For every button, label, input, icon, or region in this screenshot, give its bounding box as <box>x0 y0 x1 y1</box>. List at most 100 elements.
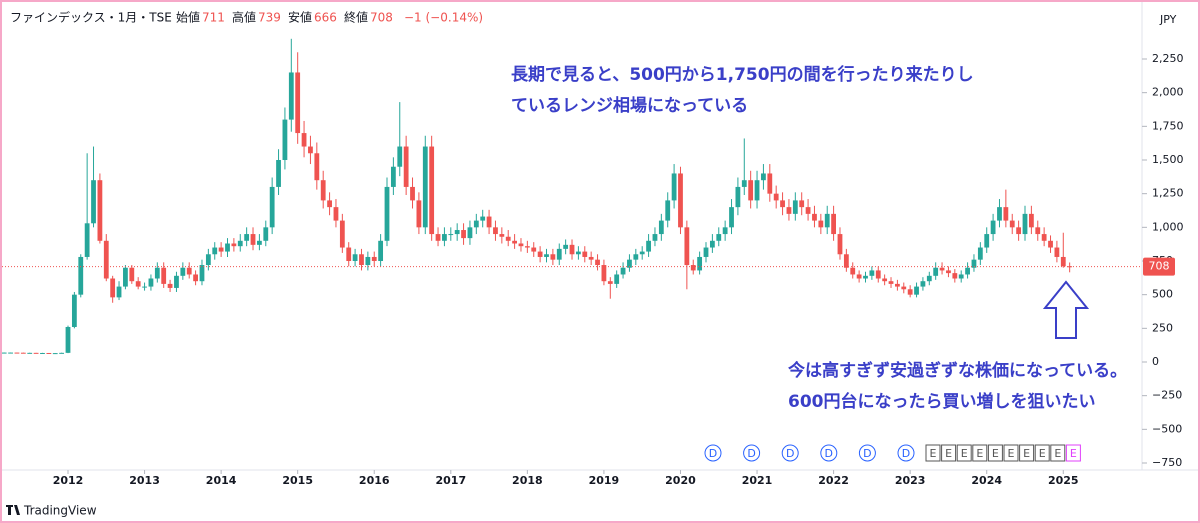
candle-body <box>161 267 167 284</box>
candle-body <box>59 352 65 354</box>
candle-body <box>761 173 766 181</box>
x-tick-label: 2014 <box>206 474 237 487</box>
candle-body <box>288 72 294 120</box>
candle-body <box>831 213 836 235</box>
y-tick-label: 2,000 <box>1152 86 1184 99</box>
candle-body <box>205 254 211 266</box>
candle-body <box>486 216 492 228</box>
candle-body <box>1003 207 1009 221</box>
y-tick-label: 1,250 <box>1152 187 1184 200</box>
candle-body <box>339 220 345 248</box>
candle-body <box>729 207 734 228</box>
candle-body <box>939 267 945 271</box>
earnings-marker <box>925 444 941 462</box>
candle-body <box>703 247 709 257</box>
earnings-marker <box>956 444 972 462</box>
x-tick-label: 2022 <box>818 474 849 487</box>
candle-body <box>818 220 824 228</box>
legend-value: 739 <box>258 11 281 25</box>
candle-body <box>320 180 326 201</box>
candle-body <box>799 200 805 208</box>
candle-body <box>537 251 543 257</box>
candle-body <box>103 240 109 279</box>
candle-body <box>984 234 990 248</box>
candle-body <box>135 281 141 287</box>
candle-body <box>518 243 524 247</box>
earnings-marker <box>987 444 1003 462</box>
candle-body <box>467 227 473 239</box>
candle-body <box>352 254 358 261</box>
candle-body <box>863 275 868 279</box>
candle-body <box>84 223 90 257</box>
candle-body <box>276 160 281 187</box>
candle-body <box>257 240 262 245</box>
candle-body <box>544 254 549 257</box>
candle-body <box>314 153 320 181</box>
candle-body <box>582 251 588 257</box>
candle-body <box>601 265 607 282</box>
candle-body <box>767 173 773 194</box>
event-label: D <box>863 447 871 460</box>
candle-body <box>346 247 352 261</box>
event-label: E <box>1054 447 1061 460</box>
event-label: E <box>1023 447 1030 460</box>
candle-body <box>116 286 122 298</box>
candle-body <box>46 352 52 354</box>
candle-body <box>812 213 817 221</box>
legend-change: −1 (−0.14%) <box>404 11 483 25</box>
candle-body <box>78 256 84 295</box>
candle-body <box>429 146 435 235</box>
event-label: D <box>747 447 755 460</box>
candle-body <box>709 240 715 248</box>
candle-body <box>926 275 932 282</box>
arrow <box>1042 280 1090 339</box>
currency: JPY <box>1159 13 1177 26</box>
dividend-marker <box>704 444 722 462</box>
event-label: E <box>961 447 968 460</box>
candle-body <box>1048 240 1053 248</box>
candle-body <box>837 234 843 255</box>
x-tick-label: 2021 <box>742 474 773 487</box>
logo <box>6 505 20 515</box>
candle-body <box>365 256 371 266</box>
candle-body <box>71 294 77 327</box>
event-label: E <box>992 447 999 460</box>
candle-body <box>531 247 537 252</box>
event-label: D <box>902 447 910 460</box>
candle-body <box>748 180 754 201</box>
candle-body <box>416 200 422 228</box>
earnings-marker <box>1034 444 1050 462</box>
candle-body <box>895 283 900 287</box>
candle-body <box>563 244 569 249</box>
candle-body <box>805 207 811 214</box>
candle-body <box>473 220 479 228</box>
x-tick-label: 2023 <box>895 474 926 487</box>
candle-body <box>435 234 441 241</box>
candle-body <box>20 352 26 354</box>
candle-body <box>448 234 454 236</box>
earnings-marker <box>1003 444 1019 462</box>
candle-body <box>27 352 33 354</box>
candle-body <box>882 278 888 282</box>
annotation: 今は高すぎず安過ぎずな株価になっている。 <box>788 360 1127 381</box>
legend-label: 安値 <box>288 10 312 25</box>
candle-body <box>110 278 116 298</box>
candle-body <box>997 207 1002 221</box>
candle-body <box>461 230 466 239</box>
candle-body <box>595 259 600 266</box>
candle-body <box>454 230 460 235</box>
candle-body <box>850 267 856 275</box>
candle-body <box>990 220 996 235</box>
candle-body <box>308 146 313 154</box>
earnings-marker <box>1065 444 1081 462</box>
event-label: E <box>930 447 937 460</box>
y-tick-label: −750 <box>1152 456 1182 469</box>
x-tick-label: 2024 <box>971 474 1002 487</box>
candle-body <box>869 270 875 276</box>
legend-value: 708 <box>370 11 393 25</box>
candle-body <box>697 256 703 271</box>
candle-body <box>907 289 913 295</box>
event-label: E <box>1039 447 1046 460</box>
candle-body <box>856 274 862 279</box>
y-tick-label: −500 <box>1152 422 1182 435</box>
